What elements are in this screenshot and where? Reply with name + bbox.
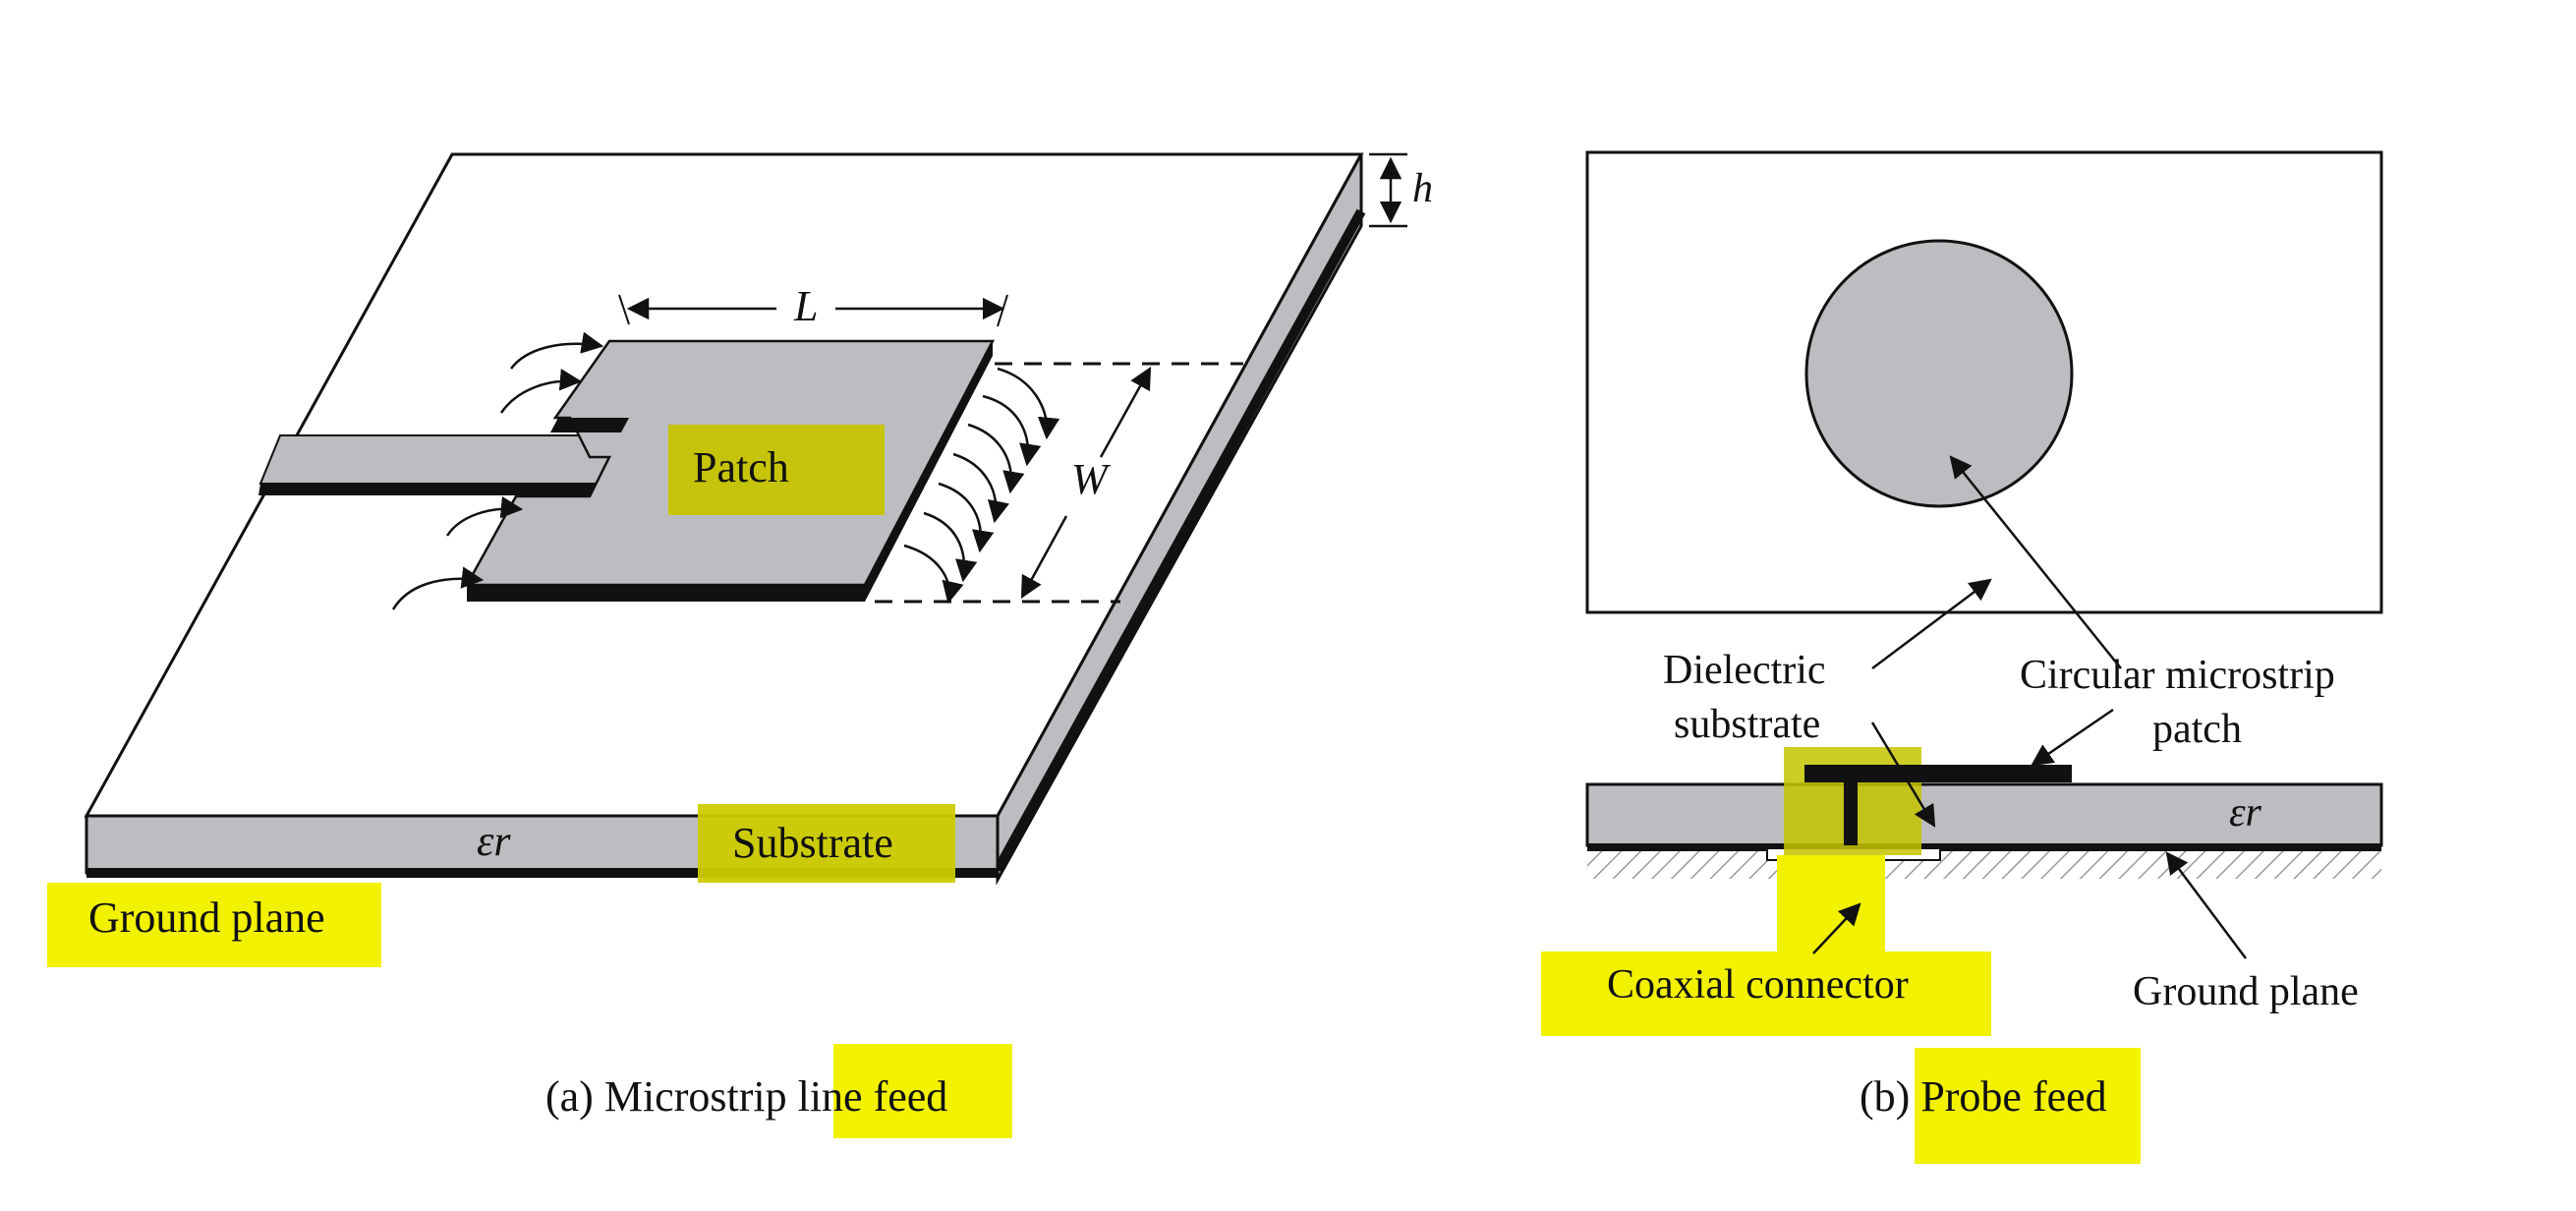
width-dimension [875, 362, 1243, 604]
highlight-probe-feed [1915, 1048, 2141, 1164]
highlight-probe-stem [1777, 855, 1885, 953]
leader-arrows-b [1812, 455, 2248, 959]
ground-hatch [1587, 851, 2381, 879]
caption-a: (a) Microstrip line feed [545, 1072, 947, 1121]
side-view-substrate [1585, 782, 2383, 847]
permittivity-label-b: εr [2229, 790, 2262, 836]
ground-plane-label-a: Ground plane [88, 894, 325, 942]
caption-a-prefix: (a) Microstrip [545, 1072, 798, 1121]
caption-b-prefix: (b) [1860, 1072, 1920, 1121]
length-label: L [793, 282, 818, 330]
caption-a-highlight: line feed [798, 1072, 948, 1121]
ground-plane-label-b: Ground plane [2133, 969, 2359, 1014]
length-dimension [618, 294, 1008, 327]
height-dimension [1369, 152, 1407, 228]
figure-b-probe-feed: Dielectric substrate Circular microstrip… [1541, 150, 2383, 1164]
fringing-field-arrows [391, 331, 1060, 610]
substrate-label: Substrate [732, 819, 893, 867]
circular-patch-label-line1: Circular microstrip [2020, 653, 2335, 698]
permittivity-label-a: εr [477, 817, 511, 865]
circular-patch-label-line2: patch [2152, 707, 2242, 752]
coaxial-connector-label: Coaxial connector [1607, 962, 1909, 1008]
circular-patch [1804, 239, 2074, 508]
ground-edge-side [993, 208, 1366, 873]
ground-plane-strip [86, 868, 998, 878]
highlight-ground-plane [47, 883, 381, 967]
highlight-patch [668, 425, 885, 515]
width-label: W [1071, 455, 1111, 503]
highlight-line-feed [833, 1044, 1012, 1138]
dielectric-label-line1: Dielectric [1663, 648, 1826, 693]
side-view-ground-plane [1587, 843, 2381, 851]
highlight-coaxial-connector [1541, 952, 1991, 1036]
caption-b: (b) Probe feed [1860, 1072, 2107, 1121]
figure-a-microstrip-line-feed: Patch L W h εr Substrate Ground plane (a… [47, 152, 1433, 1138]
feed-line [258, 434, 636, 485]
dielectric-label-line2: substrate [1674, 702, 1820, 747]
patch-label: Patch [693, 443, 789, 491]
highlight-substrate [698, 804, 955, 883]
height-label: h [1412, 166, 1433, 211]
caption-b-highlight: Probe feed [1920, 1072, 2106, 1121]
